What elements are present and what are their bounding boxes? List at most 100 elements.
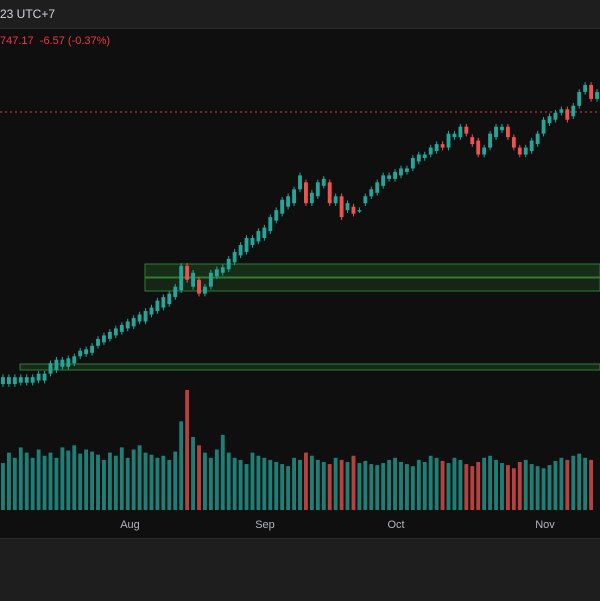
volume-bar	[470, 466, 475, 510]
volume-bar	[102, 459, 106, 510]
volume-bar	[298, 459, 302, 510]
volume-bar	[191, 436, 195, 510]
candle-body	[191, 272, 195, 287]
volume-bar	[6, 452, 11, 510]
volume-bar	[488, 455, 493, 510]
volume-bar	[232, 457, 237, 510]
candle-body	[416, 154, 421, 162]
candle-body	[553, 112, 558, 120]
volume-bar	[529, 464, 534, 510]
candle-body	[268, 217, 273, 232]
candle-body	[274, 210, 279, 221]
volume-bar	[434, 457, 439, 510]
volume-bar	[84, 449, 89, 510]
candle-body	[214, 269, 219, 277]
volume-bar	[440, 460, 445, 510]
candle-body	[262, 227, 267, 238]
volume-bar	[458, 459, 463, 510]
candle-body	[60, 359, 65, 367]
volume-bar	[494, 459, 498, 510]
volume-bar	[30, 457, 35, 510]
candle-body	[6, 377, 11, 385]
candle-body	[381, 175, 386, 186]
volume-bar	[197, 445, 201, 510]
volume-bar	[410, 466, 415, 510]
volume-bar	[185, 390, 190, 510]
candle-body	[149, 307, 154, 315]
candle-body	[315, 182, 320, 197]
volume-bar	[583, 457, 588, 510]
volume-bar	[214, 449, 219, 510]
volume-bar	[244, 464, 249, 510]
volume-bar	[405, 464, 409, 510]
candle-body	[345, 203, 350, 211]
candle-body	[167, 293, 172, 305]
candle-body	[446, 133, 451, 148]
candle-body	[256, 231, 261, 242]
volume-bar	[12, 457, 17, 510]
candle-body	[12, 377, 17, 385]
price-change: -6.57 (-0.37%)	[39, 35, 111, 47]
volume-bar	[292, 457, 296, 510]
candle-body	[131, 318, 136, 327]
volume-bar	[220, 434, 225, 510]
volume-bar	[250, 452, 255, 510]
candle-body	[589, 84, 594, 99]
candle-body	[155, 300, 160, 312]
candle-body	[36, 373, 41, 381]
candle-body	[333, 196, 338, 204]
candle-body	[583, 84, 588, 92]
volume-bar	[511, 468, 516, 510]
volume-bar	[96, 454, 100, 510]
candle-body	[220, 267, 225, 273]
candle-body	[54, 359, 59, 371]
candle-body	[286, 196, 291, 207]
volume-bar	[262, 457, 267, 510]
candle-body	[161, 297, 166, 308]
volume-bar	[571, 455, 576, 510]
volume-bar	[363, 460, 368, 510]
volume-bar	[327, 464, 332, 510]
volume-bar	[369, 464, 374, 510]
volume-bar	[315, 459, 320, 510]
volume-bar	[500, 463, 504, 510]
candle-body	[399, 168, 403, 176]
candle-body	[488, 133, 493, 148]
volume-bar	[428, 455, 433, 510]
candle-body	[66, 358, 71, 367]
candle-body	[547, 116, 552, 124]
candle-body	[96, 338, 100, 346]
chart-header-bar: 23 UTC+7	[0, 0, 600, 29]
volume-bar	[137, 445, 142, 510]
volume-bar	[422, 462, 427, 510]
volume-bar	[208, 457, 213, 510]
candle-body	[464, 126, 469, 134]
candle-body	[470, 137, 475, 145]
candle-body	[321, 178, 326, 186]
candle-body	[298, 175, 302, 190]
x-tick-label: Oct	[387, 519, 404, 531]
candle-body	[577, 91, 582, 106]
support-zone-upper	[144, 263, 600, 278]
candle-body	[24, 377, 29, 383]
volume-bar	[541, 468, 546, 510]
candle-body	[565, 109, 570, 120]
volume-bar	[125, 457, 130, 510]
candle-body	[137, 314, 142, 322]
candlestick-chart[interactable]: Aug Sep Oct Nov	[0, 28, 600, 538]
price-readout: 747.17 -6.57 (-0.37%)	[0, 35, 110, 47]
timezone-label: 23 UTC+7	[0, 7, 56, 21]
candle-body	[428, 147, 433, 155]
volume-bar	[577, 453, 582, 510]
volume-bar	[54, 457, 59, 510]
volume-bar	[393, 457, 397, 510]
x-tick-label: Nov	[535, 519, 555, 531]
candle-body	[458, 126, 463, 138]
volume-bar	[280, 464, 285, 510]
candle-body	[185, 265, 190, 280]
volume-bar	[464, 464, 469, 510]
candle-body	[143, 311, 148, 322]
candle-body	[232, 251, 237, 263]
volume-bar	[339, 459, 344, 510]
candle-body	[30, 377, 35, 383]
